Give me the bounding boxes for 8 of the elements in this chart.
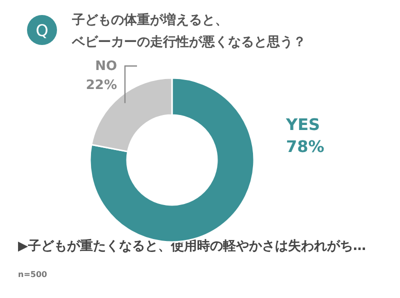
text: Q [36,21,48,40]
chart-subtitle: ベビーカーの走行性が悪くなると思う？ [71,35,306,50]
slice-label: NO [95,59,117,74]
slice-label: YES [285,115,320,134]
data-label: 22% [86,78,117,93]
text: n=500 [18,270,48,279]
data-label: 78% [286,137,324,156]
chart-title: 子どもの体重が増えると、 [71,12,228,28]
